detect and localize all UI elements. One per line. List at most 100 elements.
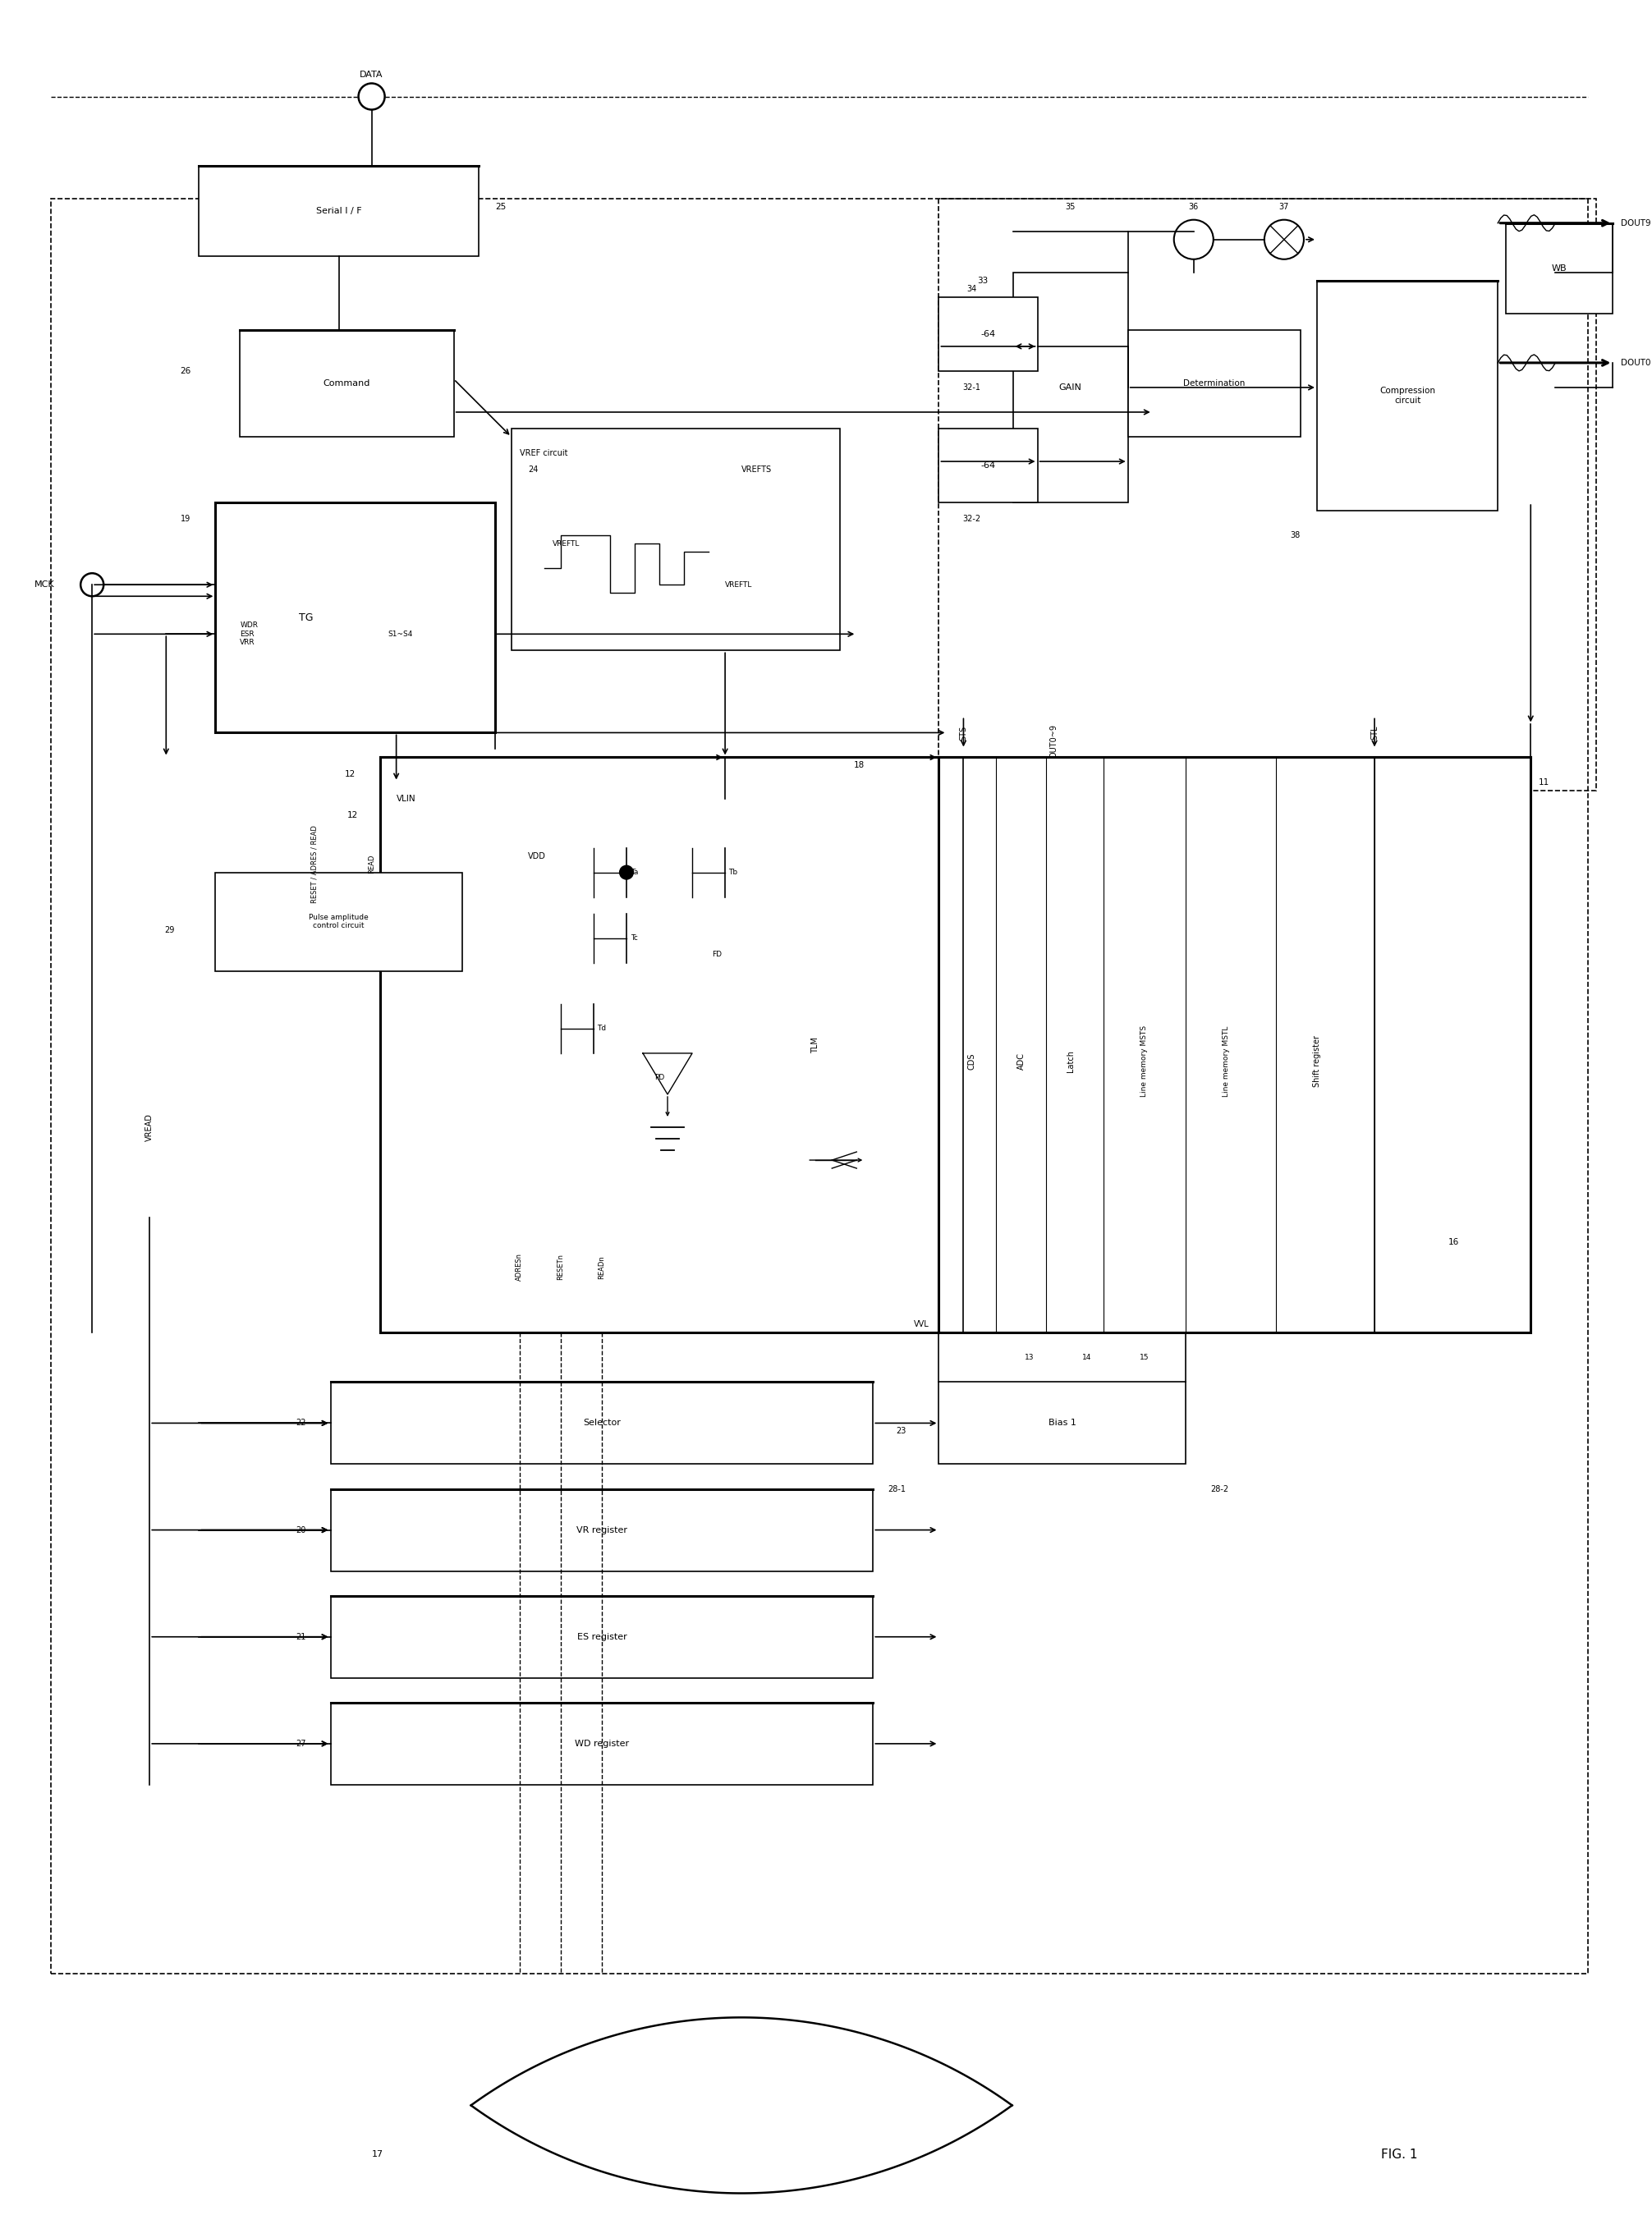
Bar (1013, 273, 1128, 504)
Text: ADRESn: ADRESn (515, 1253, 524, 1280)
Text: 38: 38 (1290, 530, 1300, 539)
Text: Tb: Tb (729, 868, 738, 875)
Text: Bias 1: Bias 1 (1049, 1419, 1075, 1428)
Text: Pulse amplitude
control circuit: Pulse amplitude control circuit (309, 913, 368, 929)
Text: VREFTL: VREFTL (725, 582, 753, 589)
Text: 18: 18 (854, 761, 866, 770)
Text: 14: 14 (1082, 1354, 1092, 1361)
Text: 22: 22 (296, 1419, 306, 1428)
Bar (215, 504, 496, 732)
Text: VREFTL: VREFTL (552, 539, 580, 548)
Bar (1507, 224, 1612, 313)
Text: -64: -64 (981, 461, 996, 470)
Text: WD register: WD register (575, 1739, 629, 1748)
Text: TG: TG (299, 613, 312, 622)
Text: STS: STS (960, 725, 968, 741)
Text: READn: READn (598, 1256, 606, 1278)
Text: TLM: TLM (811, 1036, 819, 1054)
Text: 33: 33 (978, 278, 988, 284)
Text: 34: 34 (966, 284, 976, 293)
Text: 25: 25 (496, 201, 506, 210)
Text: FIG. 1: FIG. 1 (1381, 2148, 1417, 2162)
Text: PD: PD (654, 1074, 664, 1081)
Text: VLIN: VLIN (396, 794, 416, 803)
Text: Command: Command (324, 378, 370, 387)
Bar (198, 166, 479, 255)
Bar (240, 329, 454, 436)
Text: 11: 11 (1540, 779, 1550, 786)
Bar (330, 1596, 872, 1678)
Text: Serial I / F: Serial I / F (316, 206, 362, 215)
Text: 21: 21 (296, 1634, 306, 1640)
Text: 29: 29 (164, 927, 175, 933)
Text: Line memory MSTL: Line memory MSTL (1222, 1025, 1231, 1097)
Text: VREF circuit: VREF circuit (520, 450, 568, 457)
Text: RESETn: RESETn (557, 1253, 565, 1280)
Text: Ta: Ta (631, 868, 639, 875)
Text: 15: 15 (1140, 1354, 1150, 1361)
Text: 12: 12 (347, 810, 358, 819)
Text: Latch: Latch (1066, 1050, 1074, 1072)
Text: OUT0~9: OUT0~9 (1049, 725, 1057, 759)
Text: Tc: Tc (631, 935, 638, 942)
Bar (512, 427, 841, 651)
Text: 19: 19 (180, 515, 190, 524)
Text: VREAD: VREAD (145, 1112, 154, 1141)
Text: VREFTS: VREFTS (742, 466, 771, 474)
Bar (51, 199, 1588, 1974)
Text: 28-2: 28-2 (1211, 1484, 1227, 1493)
Text: 35: 35 (1066, 201, 1075, 210)
Text: Td: Td (598, 1025, 606, 1032)
Text: 20: 20 (296, 1526, 306, 1533)
Bar (496, 824, 857, 1251)
Text: Line memory MSTS: Line memory MSTS (1140, 1025, 1148, 1097)
Text: Determination: Determination (1183, 378, 1246, 387)
Bar (1128, 329, 1300, 436)
Text: Compression
circuit: Compression circuit (1379, 387, 1436, 405)
Bar (938, 1383, 1186, 1464)
Text: VDD: VDD (527, 853, 545, 859)
Bar (380, 756, 938, 1332)
Text: READ: READ (368, 855, 375, 873)
Text: 32-1: 32-1 (963, 383, 981, 392)
Text: CDS: CDS (968, 1054, 976, 1070)
Text: VR register: VR register (577, 1526, 628, 1533)
Text: 24: 24 (527, 466, 539, 474)
Text: -64: -64 (981, 329, 996, 338)
Text: DOUT0: DOUT0 (1621, 358, 1650, 367)
Text: DOUT9: DOUT9 (1621, 219, 1652, 228)
Bar (330, 1383, 872, 1464)
Text: 13: 13 (1024, 1354, 1034, 1361)
Text: MCK: MCK (35, 580, 55, 589)
Circle shape (620, 866, 633, 880)
Text: FD: FD (712, 951, 722, 958)
Text: 23: 23 (895, 1428, 905, 1435)
Bar (330, 1703, 872, 1784)
Bar (938, 756, 1531, 1332)
Text: 27: 27 (296, 1739, 306, 1748)
Text: RESET / ADRES / READ: RESET / ADRES / READ (311, 826, 317, 904)
Text: ADC: ADC (1018, 1052, 1026, 1070)
Text: S1~S4: S1~S4 (388, 631, 413, 638)
Text: 37: 37 (1279, 201, 1289, 210)
Bar (330, 1488, 872, 1571)
Bar (938, 199, 1596, 790)
Text: WB: WB (1551, 264, 1568, 273)
Text: 16: 16 (1449, 1238, 1459, 1247)
Bar (215, 873, 463, 971)
Text: Shift register: Shift register (1313, 1036, 1322, 1088)
Text: 32-2: 32-2 (963, 515, 981, 524)
Text: 26: 26 (180, 367, 190, 376)
Text: 17: 17 (372, 2151, 383, 2160)
Text: DATA: DATA (360, 72, 383, 78)
Text: ES register: ES register (577, 1634, 626, 1640)
Text: GAIN: GAIN (1059, 383, 1082, 392)
Bar (938, 427, 1037, 504)
Bar (938, 298, 1037, 372)
Text: VVL: VVL (914, 1320, 930, 1329)
Text: 28-1: 28-1 (887, 1484, 905, 1493)
Text: STL: STL (1371, 725, 1379, 741)
Text: Selector: Selector (583, 1419, 621, 1428)
Text: 36: 36 (1189, 201, 1199, 210)
Text: 12: 12 (344, 770, 355, 779)
